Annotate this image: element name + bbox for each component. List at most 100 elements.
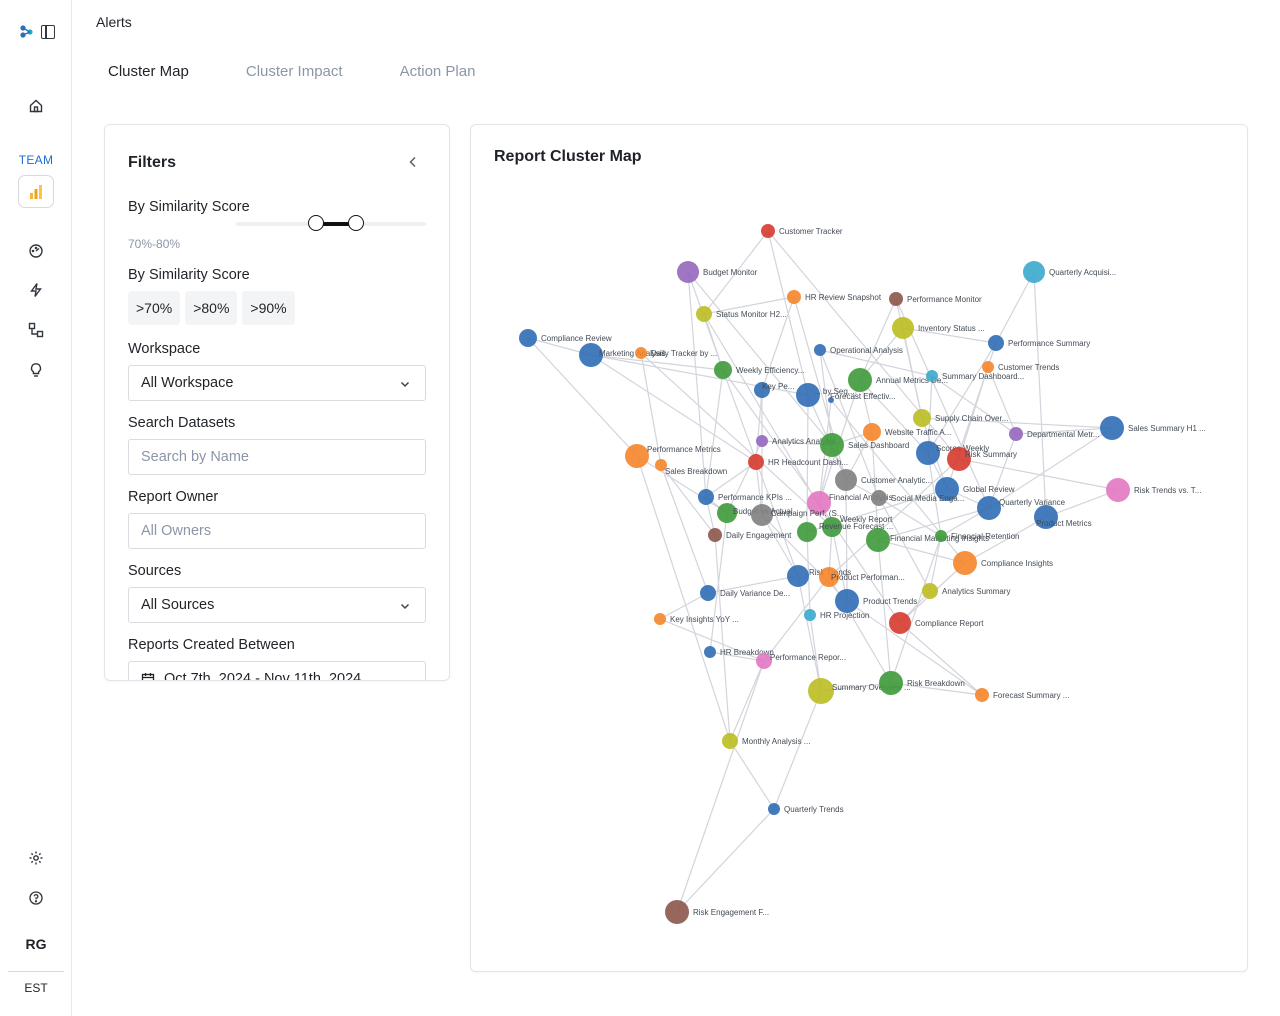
- report-node-label: Compliance Review: [541, 334, 612, 343]
- report-node[interactable]: Risk Trends vs. T...: [1106, 478, 1201, 502]
- report-node[interactable]: HR Projection: [804, 609, 869, 621]
- flow-icon[interactable]: [27, 321, 45, 339]
- home-icon[interactable]: [27, 97, 45, 115]
- dashboard-icon[interactable]: [27, 242, 45, 260]
- similarity-slider[interactable]: [236, 215, 426, 231]
- report-node[interactable]: Key Pe...: [754, 382, 794, 398]
- report-node[interactable]: Budget Monitor: [677, 261, 758, 283]
- report-node[interactable]: Quarterly Acquisi...: [1023, 261, 1116, 283]
- slider-min-handle[interactable]: [308, 215, 324, 231]
- report-owner-input[interactable]: All Owners: [128, 513, 426, 549]
- report-node[interactable]: HR Breakdown: [704, 646, 774, 658]
- report-node[interactable]: Daily Tracker by ...: [635, 347, 717, 359]
- chip-70[interactable]: >70%: [128, 291, 181, 325]
- report-node[interactable]: Annual Metrics De...: [848, 368, 948, 392]
- report-node[interactable]: Monthly Analysis ...: [722, 733, 810, 749]
- report-node[interactable]: Revenue Forecast ...: [797, 522, 893, 542]
- user-avatar[interactable]: RG: [25, 936, 47, 952]
- report-node[interactable]: Social Media Enga...: [871, 490, 964, 506]
- report-node[interactable]: Daily Engagement: [708, 528, 792, 542]
- report-node[interactable]: Analytics Analysis: [756, 435, 836, 447]
- report-node[interactable]: HR Headcount Dash...: [748, 454, 848, 470]
- workspace-select[interactable]: All Workspace: [128, 365, 426, 401]
- bolt-icon[interactable]: [27, 281, 45, 299]
- graph-edge: [828, 458, 960, 578]
- report-node[interactable]: Compliance Insights: [953, 551, 1053, 575]
- report-node[interactable]: Marketing Analysis: [579, 343, 666, 367]
- report-node[interactable]: Forecast Summary ...: [975, 688, 1069, 702]
- collapse-panel-icon[interactable]: [405, 154, 421, 170]
- sources-label: Sources: [128, 563, 182, 579]
- report-node-circle: [635, 347, 647, 359]
- report-node[interactable]: Risk Breakdown: [879, 671, 965, 695]
- date-range-picker[interactable]: Oct 7th, 2024 - Nov 11th, 2024: [128, 661, 426, 680]
- chip-90[interactable]: >90%: [242, 291, 295, 325]
- report-node[interactable]: Key Insights YoY ...: [654, 613, 739, 625]
- report-node[interactable]: Inventory Status ...: [892, 317, 985, 339]
- chip-80[interactable]: >80%: [185, 291, 238, 325]
- similarity-chip-group: >70% >80% >90%: [128, 291, 295, 325]
- report-node[interactable]: Risk Summary: [947, 447, 1017, 471]
- graph-edge: [859, 379, 929, 454]
- slider-max-handle[interactable]: [348, 215, 364, 231]
- cluster-map-graph[interactable]: Customer Tracker Budget Monitor HR Review …: [471, 125, 1249, 973]
- report-node[interactable]: Risk Engagement F...: [665, 900, 769, 924]
- report-node[interactable]: Global Review: [935, 477, 1015, 501]
- report-node[interactable]: HR Review Snapshot: [787, 290, 882, 304]
- report-node[interactable]: Weekly Efficiency...: [714, 361, 804, 379]
- search-datasets-input[interactable]: Search by Name: [128, 439, 426, 475]
- report-node[interactable]: Summary Overview ...: [808, 678, 911, 704]
- report-node[interactable]: ... by Seg...: [796, 383, 854, 407]
- report-node[interactable]: Financial Analysis: [807, 491, 893, 515]
- timezone-label[interactable]: EST: [24, 981, 48, 995]
- report-node[interactable]: Product Metrics: [1034, 505, 1092, 529]
- report-node[interactable]: Daily Variance De...: [700, 585, 790, 601]
- report-node[interactable]: Website Traffic A...: [863, 423, 951, 441]
- help-icon[interactable]: [27, 889, 45, 907]
- report-node[interactable]: Summary Dashboard...: [926, 370, 1024, 382]
- graph-edge: [636, 455, 728, 514]
- report-node[interactable]: Customer Analytic...: [835, 469, 932, 491]
- report-node[interactable]: Forecast Effectiv...: [828, 392, 896, 403]
- report-node-circle: [926, 370, 938, 382]
- report-node[interactable]: Sales Summary H1 ...: [1100, 416, 1206, 440]
- chevron-down-icon: [400, 603, 410, 610]
- graph-edge: [660, 464, 709, 594]
- report-node[interactable]: Campaign Perf. (S...: [751, 504, 843, 526]
- graph-edge: [660, 464, 716, 536]
- graph-edge: [590, 354, 809, 396]
- report-node[interactable]: Compliance Review: [519, 329, 612, 347]
- report-node[interactable]: Customer Trends: [982, 361, 1059, 373]
- report-node[interactable]: Performance Summary: [988, 335, 1090, 351]
- report-node[interactable]: Performance KPIs ...: [698, 489, 792, 505]
- report-node[interactable]: Financial Retention: [935, 530, 1019, 542]
- report-node[interactable]: Quarterly Variance: [977, 496, 1066, 520]
- report-node[interactable]: Performance Metrics: [625, 444, 721, 468]
- report-node[interactable]: Departmental Metr...: [1009, 427, 1099, 441]
- report-node[interactable]: Supply Chain Over...: [913, 409, 1008, 427]
- report-node[interactable]: Performance Monitor: [889, 292, 982, 306]
- report-node-circle: [751, 504, 773, 526]
- report-node[interactable]: Weekly Report: [822, 515, 893, 537]
- tab-cluster-map[interactable]: Cluster Map: [108, 63, 189, 80]
- sidebar-toggle-icon[interactable]: [41, 25, 55, 39]
- report-node[interactable]: Product Performan...: [819, 567, 905, 587]
- sources-select[interactable]: All Sources: [128, 587, 426, 623]
- report-node[interactable]: Product Trends: [835, 589, 917, 613]
- graph-edge: [871, 431, 879, 541]
- report-node[interactable]: Sales Dashboard: [820, 433, 909, 457]
- report-node[interactable]: Compliance Report: [889, 612, 984, 634]
- report-node[interactable]: Quarterly Trends: [768, 803, 844, 815]
- settings-icon[interactable]: [27, 849, 45, 867]
- report-node[interactable]: Analytics Summary: [922, 583, 1010, 599]
- lightbulb-icon[interactable]: [27, 361, 45, 379]
- app-logo-icon[interactable]: [19, 24, 35, 40]
- report-node[interactable]: Status Monitor H2...: [696, 306, 787, 322]
- team-switcher[interactable]: [18, 175, 54, 208]
- report-node[interactable]: Performance Repor...: [756, 653, 846, 669]
- tab-cluster-impact[interactable]: Cluster Impact: [245, 63, 343, 80]
- report-node[interactable]: Sales Breakdown: [655, 459, 727, 476]
- report-node[interactable]: Operational Analysis: [814, 344, 903, 356]
- report-node[interactable]: Customer Tracker: [761, 224, 843, 238]
- tab-action-plan[interactable]: Action Plan: [399, 63, 476, 80]
